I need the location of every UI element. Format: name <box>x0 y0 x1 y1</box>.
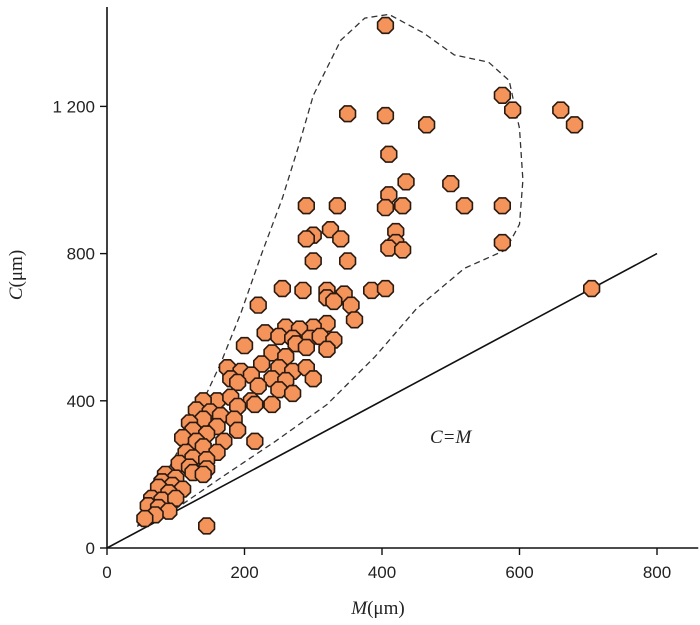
data-point <box>304 252 322 270</box>
data-point <box>194 465 212 484</box>
data-point <box>442 175 460 193</box>
data-point <box>273 279 292 298</box>
data-point <box>318 340 336 358</box>
axes-layer: 0 200 400 600 800 0 400 800 1 200 <box>52 7 699 582</box>
data-point <box>503 101 522 119</box>
data-point <box>376 106 395 125</box>
data-point <box>582 279 601 298</box>
data-point <box>325 292 343 311</box>
y-axis-title: C(μm) <box>6 250 27 300</box>
data-point <box>160 502 178 520</box>
data-point <box>397 173 415 191</box>
data-point <box>229 373 247 392</box>
data-point <box>167 489 185 508</box>
data-point <box>304 370 322 388</box>
data-point <box>263 395 281 414</box>
data-point <box>229 421 247 439</box>
data-point <box>376 279 395 298</box>
data-point <box>455 197 474 215</box>
data-point <box>198 517 216 535</box>
envelope-layer <box>136 13 524 528</box>
y-tick-label: 0 <box>86 539 95 558</box>
data-point <box>246 432 264 450</box>
data-point <box>393 197 412 215</box>
data-point <box>393 241 412 259</box>
data-point <box>380 145 398 163</box>
data-point <box>297 338 316 357</box>
data-point <box>376 16 395 35</box>
reference-line <box>106 252 658 549</box>
data-point <box>249 377 267 395</box>
x-tick-label: 600 <box>505 563 533 582</box>
reference-line-layer <box>106 252 658 549</box>
data-point <box>342 296 360 314</box>
data-point <box>376 198 395 217</box>
data-point <box>493 86 512 104</box>
x-tick-label: 200 <box>230 563 258 582</box>
y-tick-label: 400 <box>67 392 95 411</box>
data-point <box>235 336 254 355</box>
data-point <box>136 509 154 528</box>
x-axis-title: M(μm) <box>350 598 404 619</box>
data-point <box>263 344 281 362</box>
data-point <box>380 239 398 257</box>
envelope-boundary <box>136 13 524 528</box>
x-tick-label: 400 <box>368 563 396 582</box>
data-point <box>493 233 512 252</box>
data-point <box>338 252 357 270</box>
data-point <box>294 281 312 300</box>
data-point <box>493 197 512 215</box>
data-point <box>345 311 364 329</box>
data-point <box>565 116 584 134</box>
data-point <box>253 355 271 373</box>
data-point <box>270 381 288 399</box>
data-point <box>552 101 570 119</box>
data-point <box>338 105 357 123</box>
x-tick-label: 800 <box>643 563 671 582</box>
y-tick-label: 1 200 <box>52 97 95 116</box>
data-point <box>246 395 264 414</box>
data-point <box>332 230 350 248</box>
data-point <box>318 314 336 333</box>
data-point <box>270 327 288 346</box>
points-layer <box>136 16 601 535</box>
data-point <box>297 230 316 248</box>
data-point <box>328 197 347 215</box>
data-point <box>249 296 267 314</box>
x-tick-label: 0 <box>102 563 111 582</box>
data-point <box>417 116 436 134</box>
data-point <box>283 384 302 403</box>
data-point <box>297 197 316 215</box>
data-point <box>256 324 274 342</box>
y-tick-label: 800 <box>67 245 95 264</box>
reference-line-label: C=M <box>430 427 472 448</box>
